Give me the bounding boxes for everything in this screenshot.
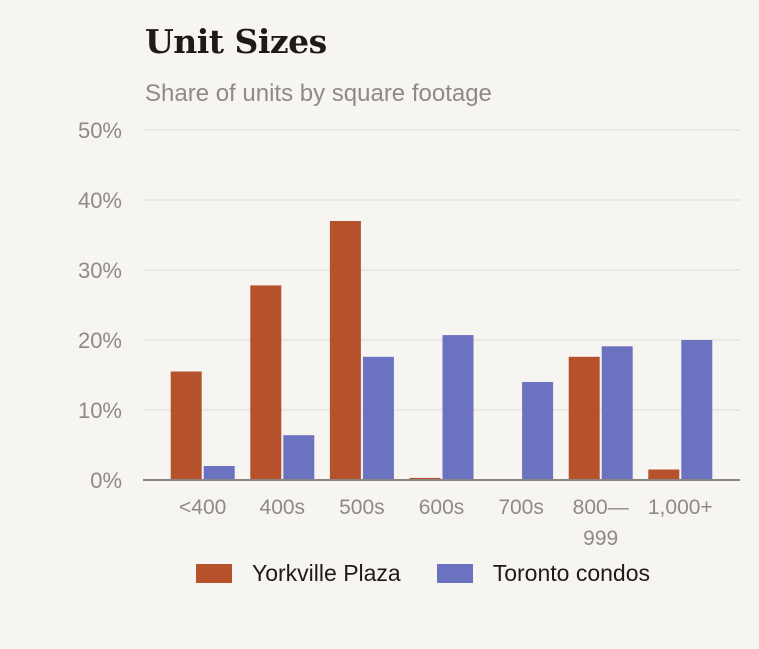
- legend-swatch-yorkville: [196, 564, 232, 583]
- bar-yorkville-0: [170, 371, 202, 480]
- bar-yorkville-1: [250, 285, 282, 480]
- bar-toronto-1: [283, 435, 315, 480]
- bar-toronto-3: [442, 335, 474, 480]
- bar-yorkville-6: [648, 469, 680, 480]
- bar-yorkville-2: [329, 221, 361, 480]
- y-tick-label: 0%: [90, 468, 122, 493]
- legend-label-toronto: Toronto condos: [492, 560, 651, 586]
- x-tick-label: 1,000+: [648, 496, 713, 519]
- x-tick-label: 400s: [260, 496, 306, 519]
- y-tick-label: 50%: [78, 118, 122, 143]
- legend-item-yorkville: Yorkville Plaza: [196, 560, 401, 587]
- legend-item-toronto: Toronto condos: [436, 560, 651, 587]
- chart-title: Unit Sizes: [145, 22, 327, 61]
- x-tick-label: 999: [583, 527, 618, 550]
- x-tick-label: 700s: [498, 496, 544, 519]
- bar-toronto-5: [601, 346, 633, 480]
- bar-yorkville-5: [568, 356, 600, 480]
- y-tick-label: 30%: [78, 258, 122, 283]
- bar-toronto-6: [681, 340, 713, 480]
- legend: Yorkville Plaza Toronto condos: [196, 560, 686, 587]
- y-tick-label: 10%: [78, 398, 122, 423]
- bar-toronto-2: [362, 356, 394, 480]
- x-tick-label: 600s: [419, 496, 465, 519]
- bar-toronto-4: [522, 382, 554, 480]
- legend-label-yorkville: Yorkville Plaza: [252, 560, 401, 586]
- x-tick-label: 500s: [339, 496, 385, 519]
- bar-yorkville-3: [409, 477, 441, 480]
- y-tick-label: 20%: [78, 328, 122, 353]
- x-tick-label: 800—: [573, 496, 629, 519]
- chart-subtitle: Share of units by square footage: [145, 80, 492, 107]
- x-tick-label: <400: [179, 496, 226, 519]
- legend-swatch-toronto: [436, 564, 473, 583]
- y-tick-label: 40%: [78, 188, 122, 213]
- bar-toronto-0: [203, 466, 235, 480]
